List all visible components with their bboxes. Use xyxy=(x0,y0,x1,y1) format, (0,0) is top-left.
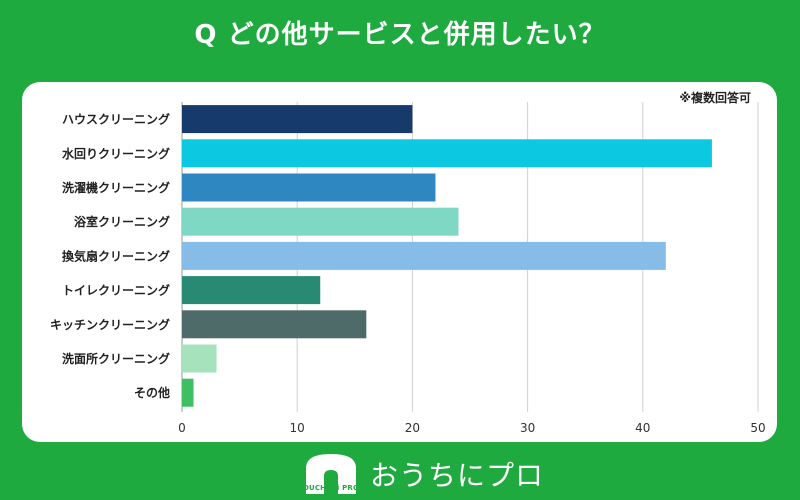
house-logo-icon xyxy=(306,454,356,494)
category-label: 洗面所クリーニング xyxy=(62,351,170,366)
x-tick-label: 50 xyxy=(750,421,765,435)
bar xyxy=(182,173,436,202)
x-tick-label: 30 xyxy=(520,421,535,435)
category-label: 洗濯機クリーニング xyxy=(62,180,170,195)
category-label: トイレクリーニング xyxy=(62,283,170,298)
category-label: キッチンクリーニング xyxy=(50,317,170,332)
x-tick-label: 0 xyxy=(178,421,186,435)
category-label: 水回りクリーニング xyxy=(62,146,170,161)
x-tick-label: 40 xyxy=(635,421,650,435)
bar xyxy=(182,310,367,339)
footer: OUCHI ni PRO おうちにプロ xyxy=(0,448,800,500)
bar xyxy=(182,378,194,407)
bar xyxy=(182,344,217,373)
bar xyxy=(182,105,413,134)
bar xyxy=(182,276,321,305)
category-label: ハウスクリーニング xyxy=(62,112,170,127)
logo-text: OUCHI ni PRO xyxy=(302,484,360,492)
bar xyxy=(182,207,459,236)
bar xyxy=(182,139,712,168)
x-tick-label: 10 xyxy=(290,421,305,435)
bar xyxy=(182,241,666,270)
page-title: Q どの他サービスと併用したい？ xyxy=(194,20,606,50)
multiple-answer-note: ※複数回答可 xyxy=(679,91,751,105)
x-tick-label: 20 xyxy=(405,421,420,435)
category-label: その他 xyxy=(134,385,170,400)
brand-name: おうちにプロ xyxy=(370,459,545,492)
bar-chart: 0 10 20 30 40 50 ハウスクリーニング水回りクリーニング洗濯機クリーニング浴室… xyxy=(50,102,766,435)
category-label: 浴室クリーニング xyxy=(74,214,170,229)
category-label: 換気扇クリーニング xyxy=(62,248,170,263)
chart-card: ※複数回答可 0 10 20 30 40 50 ハウスクリーニング 水回りクリーニング 洗濯機ク… xyxy=(22,82,777,442)
